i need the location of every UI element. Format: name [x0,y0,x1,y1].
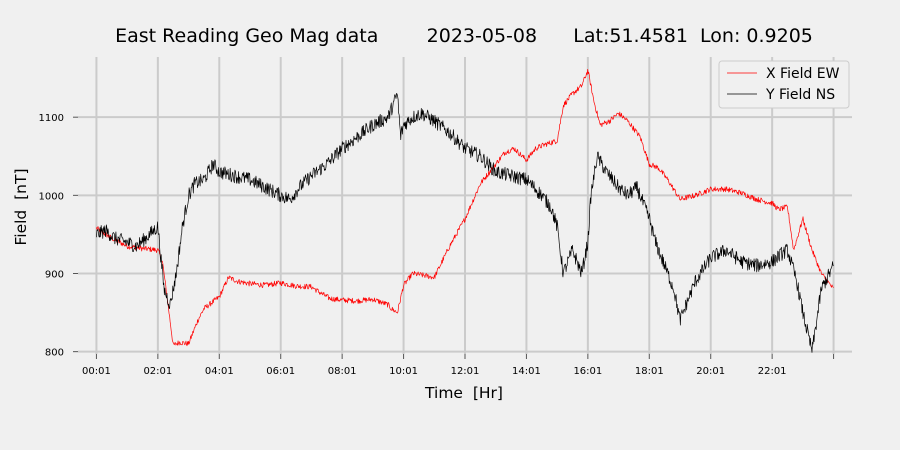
x-tick-label: 22:01 [758,366,787,377]
grid [78,57,852,354]
legend: X Field EW Y Field NS [718,60,850,109]
y-tick-label: 1100 [39,113,64,124]
y-tick-label: 800 [45,348,64,359]
x-tick-label: 02:01 [143,366,172,377]
x-tick-label: 08:01 [328,366,357,377]
x-tick-label: 18:01 [635,366,664,377]
x-tick-label: 12:01 [451,366,480,377]
series-line-0 [96,68,834,347]
x-axis-label: Time [Hr] [424,384,503,402]
x-tick-label: 00:01 [82,366,111,377]
x-tick-label: 06:01 [266,366,295,377]
legend-label-y-field: Y Field NS [765,87,835,103]
x-tick-label: 16:01 [573,366,602,377]
y-tick-label: 1000 [39,191,64,202]
y-axis-ticks: 800 900 1000 1100 [39,113,78,359]
x-tick-label: 04:01 [205,366,234,377]
legend-label-x-field: X Field EW [766,66,840,82]
x-tick-label: 10:01 [389,366,418,377]
series-line-1 [96,92,834,353]
y-axis-label: Field [nT] [12,168,30,245]
x-tick-label: 14:01 [512,366,541,377]
x-tick-label: 20:01 [696,366,725,377]
y-tick-label: 900 [45,269,64,280]
x-axis-ticks: 00:01 02:01 04:01 06:01 08:01 10:01 12:01 14:01… [82,354,835,377]
chart-title: East Reading Geo Mag data 2023-05-08 Lat… [115,25,813,47]
series-layer [96,68,834,353]
